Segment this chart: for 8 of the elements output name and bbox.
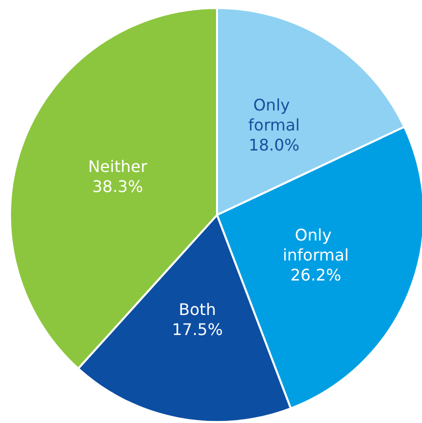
slice-label: Both [178, 300, 216, 320]
slice-label: Only informal [282, 225, 349, 264]
data-label: 38.3% [92, 177, 144, 196]
data-label: 17.5% [172, 320, 223, 340]
data-label: 18.0% [248, 136, 300, 155]
slice-label: Neither [88, 157, 148, 176]
data-label: 26.2% [290, 265, 342, 284]
slice-label: Only formal [248, 96, 300, 135]
